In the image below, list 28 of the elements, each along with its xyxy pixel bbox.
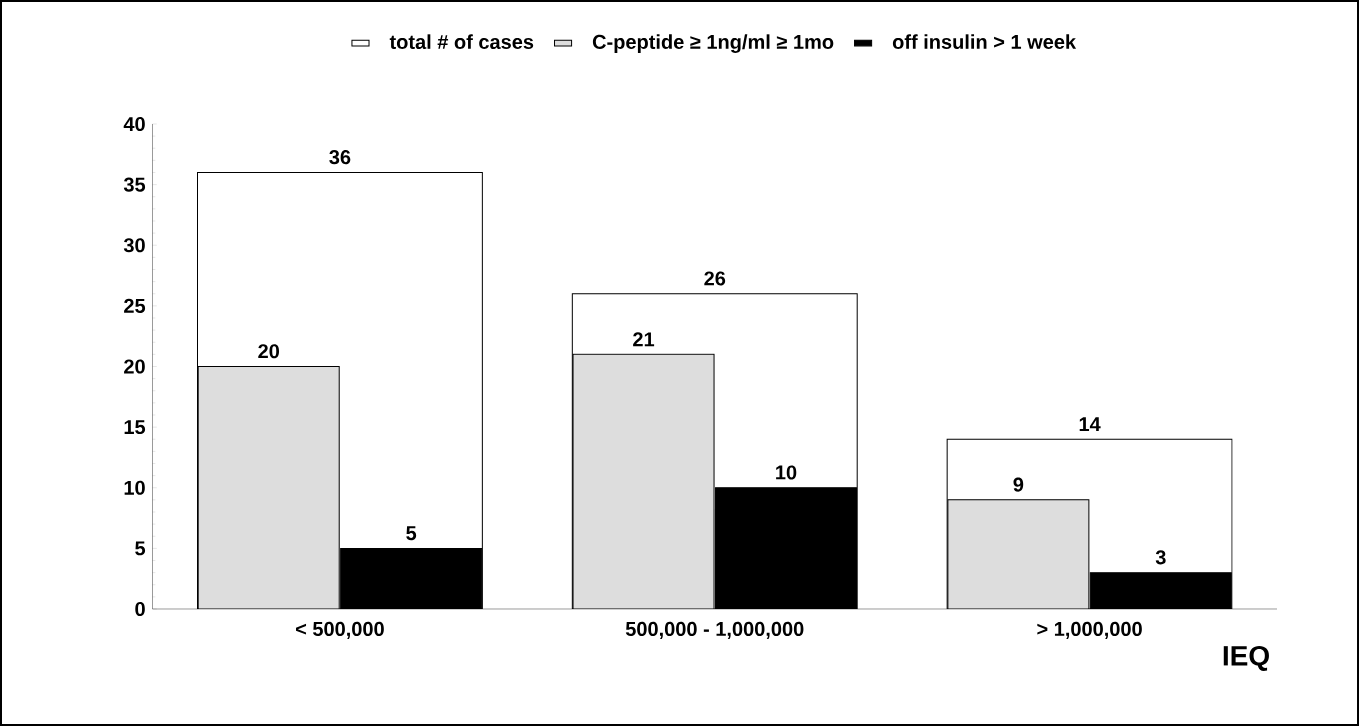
x-tick-label: > 1,000,000 xyxy=(1037,621,1142,639)
bar xyxy=(197,366,340,609)
data-label: 5 xyxy=(406,526,417,541)
data-label: 36 xyxy=(329,150,351,165)
y-tick-label: 35 xyxy=(123,177,146,192)
y-tick-label: 20 xyxy=(124,359,145,374)
data-label: 10 xyxy=(776,465,797,480)
legend-label: total # of cases xyxy=(389,34,534,49)
data-label: 14 xyxy=(1079,417,1101,432)
y-tick-label: 30 xyxy=(123,238,145,253)
y-tick-label: 10 xyxy=(124,480,145,495)
bar xyxy=(947,499,1090,609)
bar xyxy=(572,353,715,609)
data-label: 21 xyxy=(633,332,655,347)
y-tick-label: 0 xyxy=(135,601,145,617)
legend-label: off insulin > 1 week xyxy=(892,34,1077,49)
y-tick-label: 40 xyxy=(123,116,145,132)
data-label: 9 xyxy=(1013,477,1024,492)
data-label: 20 xyxy=(258,344,279,359)
y-tick-label: 15 xyxy=(124,420,146,435)
x-tick-label: < 500,000 xyxy=(296,621,384,639)
y-tick-label: 5 xyxy=(135,541,146,556)
data-label: 3 xyxy=(1155,550,1166,565)
x-tick-label: 500,000 - 1,000,000 xyxy=(625,621,804,639)
legend-label: C-peptide ≥ 1ng/ml ≥ 1mo xyxy=(592,34,834,54)
y-tick-label: 25 xyxy=(124,298,146,313)
x-axis-title: IEQ xyxy=(1223,645,1269,671)
data-label: 26 xyxy=(704,271,726,286)
